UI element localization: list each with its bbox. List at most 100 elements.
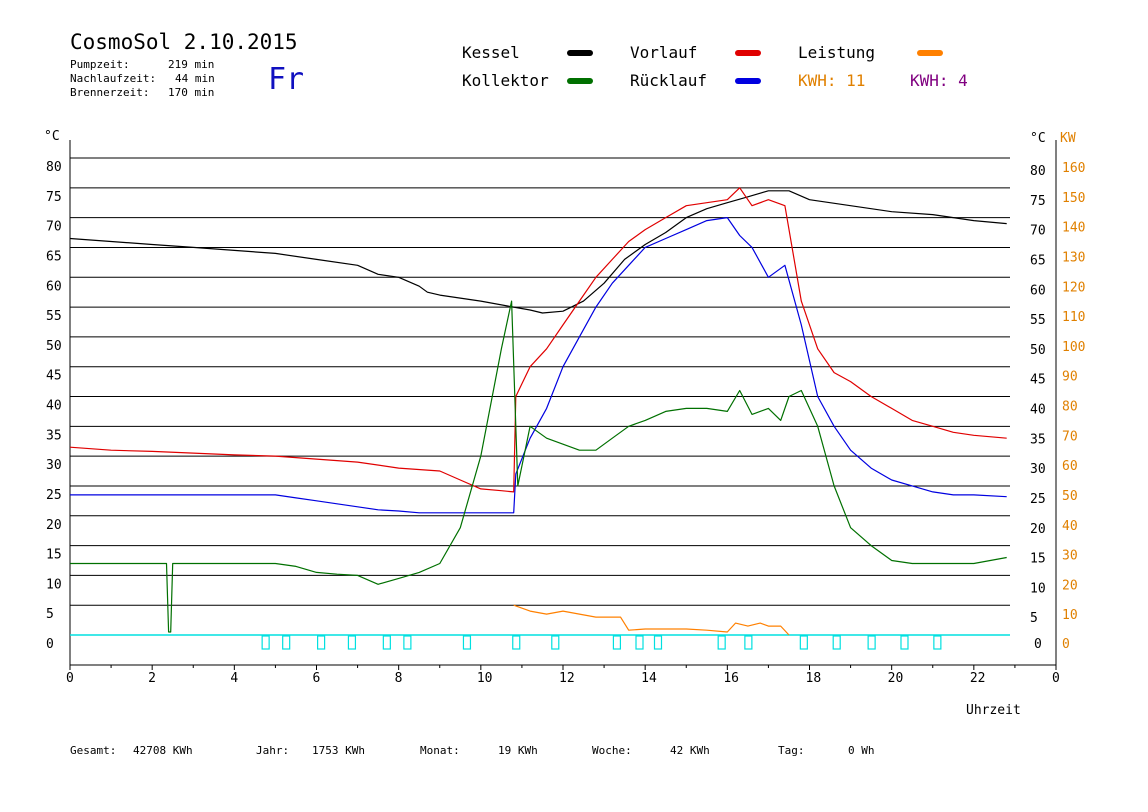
kw-tick-label: 30 — [1062, 549, 1078, 564]
x-tick-label: 2 — [148, 671, 156, 686]
pump-mark — [635, 635, 644, 650]
pump-mark — [512, 635, 521, 650]
footer-tag-value: 0 Wh — [848, 744, 875, 757]
y-tick-label-left: 60 — [46, 279, 62, 294]
grid-lines — [70, 157, 1010, 606]
pump-mark — [744, 635, 753, 650]
x-tick-label: 22 — [970, 671, 986, 686]
y-tick-label-left: 65 — [46, 249, 62, 264]
series-line-kessel — [69, 190, 1007, 314]
legend-kwh-orange: KWH: 11 — [798, 71, 866, 90]
kw-tick-label: 110 — [1062, 310, 1085, 325]
y-tick-label-left: 50 — [46, 339, 62, 354]
kw-tick-label: 0 — [1062, 637, 1070, 652]
x-tick-label: 12 — [559, 671, 575, 686]
y-tick-label-right: 30 — [1030, 462, 1046, 477]
legend-vorlauf-label: Vorlauf — [630, 43, 698, 62]
kw-tick-label: 80 — [1062, 400, 1078, 415]
series-line-ruecklauf — [70, 217, 1007, 514]
y-tick-label-right: 45 — [1030, 373, 1046, 388]
legend-kessel-label: Kessel — [462, 43, 520, 62]
y-tick-label-left: 70 — [46, 220, 62, 235]
x-tick-label: 0 — [66, 671, 74, 686]
y-tick-label-left: 10 — [46, 577, 62, 592]
pump-marks — [261, 635, 942, 650]
y-tick-label-right: 25 — [1030, 492, 1046, 507]
y-tick-label-right: 20 — [1030, 522, 1046, 537]
kw-tick-label: 40 — [1062, 519, 1078, 534]
x-tick-label: 14 — [641, 671, 657, 686]
y-tick-label-right: 0 — [1034, 637, 1042, 652]
kw-tick-label: 120 — [1062, 280, 1085, 295]
y-tick-label-left: 40 — [46, 399, 62, 414]
footer-monat-value: 19 KWh — [498, 744, 538, 757]
legend-ruecklauf-label: Rücklauf — [630, 71, 708, 90]
y-tick-label-right: 50 — [1030, 343, 1046, 358]
y-tick-label-right: 80 — [1030, 164, 1046, 179]
legend-kollektor-label: Kollektor — [462, 71, 549, 90]
footer-woche-value: 42 KWh — [670, 744, 710, 757]
pump-mark — [261, 635, 270, 650]
kw-tick-label: 140 — [1062, 221, 1085, 236]
y-axis-label-right: °C — [1030, 131, 1046, 146]
y-tick-label-right: 15 — [1030, 552, 1046, 567]
footer-gesamt-label: Gesamt: — [70, 744, 117, 757]
pump-mark — [403, 635, 412, 650]
y-tick-label-right: 65 — [1030, 253, 1046, 268]
y-tick-label-right: 5 — [1030, 611, 1038, 626]
x-axis-label: Uhrzeit — [966, 703, 1021, 718]
x-tick-label: 20 — [888, 671, 904, 686]
footer-gesamt-value: 42708 KWh — [133, 744, 193, 757]
series-line-kollektor — [70, 300, 1007, 633]
y-tick-label-left: 75 — [46, 190, 62, 205]
x-tick-label: 6 — [313, 671, 321, 686]
footer-tag-label: Tag: — [778, 744, 805, 757]
pump-mark — [799, 635, 808, 650]
kw-tick-label: 20 — [1062, 578, 1078, 593]
pump-mark — [317, 635, 326, 650]
pump-mark — [282, 635, 291, 650]
stat-value-pumpzeit: 219 min — [168, 58, 215, 71]
weekday-label: Fr — [268, 62, 305, 97]
kw-tick-label: 90 — [1062, 370, 1078, 385]
chart-title: CosmoSol 2.10.2015 — [70, 30, 298, 54]
y-tick-label-left: 35 — [46, 428, 62, 443]
footer-jahr-label: Jahr: — [256, 744, 290, 757]
y-tick-label-right: 70 — [1030, 224, 1046, 239]
pump-mark — [900, 635, 909, 650]
footer-jahr-value: 1753 KWh — [312, 744, 365, 757]
y-axis-label-left: °C — [44, 129, 60, 144]
y-tick-label-right: 55 — [1030, 313, 1046, 328]
kw-tick-label: 60 — [1062, 459, 1078, 474]
pump-mark — [612, 635, 622, 650]
y-axis-label-kw: KW — [1060, 131, 1076, 146]
pump-mark — [462, 635, 472, 650]
pump-mark — [382, 635, 391, 650]
y-tick-label-left: 5 — [46, 607, 54, 622]
stat-value-brennerzeit: 170 min — [168, 86, 215, 99]
kw-tick-label: 70 — [1062, 429, 1078, 444]
pump-mark — [933, 635, 942, 650]
stat-value-nachlaufzeit: 44 min — [175, 72, 215, 85]
kw-tick-label: 150 — [1062, 191, 1085, 206]
x-tick-label: 18 — [806, 671, 822, 686]
pump-mark — [717, 635, 726, 650]
legend-leistung-label: Leistung — [798, 43, 876, 62]
pump-mark — [867, 635, 876, 650]
series-line-leistung — [513, 604, 790, 636]
y-tick-label-left: 55 — [46, 309, 62, 324]
stat-label-pumpzeit: Pumpzeit: — [70, 58, 130, 71]
x-tick-label: 10 — [477, 671, 493, 686]
y-tick-label-right: 35 — [1030, 432, 1046, 447]
kw-tick-label: 130 — [1062, 250, 1085, 265]
x-tick-label: 0 — [1052, 671, 1060, 686]
y-tick-label-right: 60 — [1030, 283, 1046, 298]
series-line-vorlauf — [69, 187, 1007, 493]
x-tick-label: 16 — [723, 671, 739, 686]
y-tick-label-left: 80 — [46, 160, 62, 175]
x-tick-label: 8 — [395, 671, 403, 686]
y-tick-label-left: 30 — [46, 458, 62, 473]
x-tick-label: 4 — [230, 671, 238, 686]
y-tick-label-right: 75 — [1030, 194, 1046, 209]
